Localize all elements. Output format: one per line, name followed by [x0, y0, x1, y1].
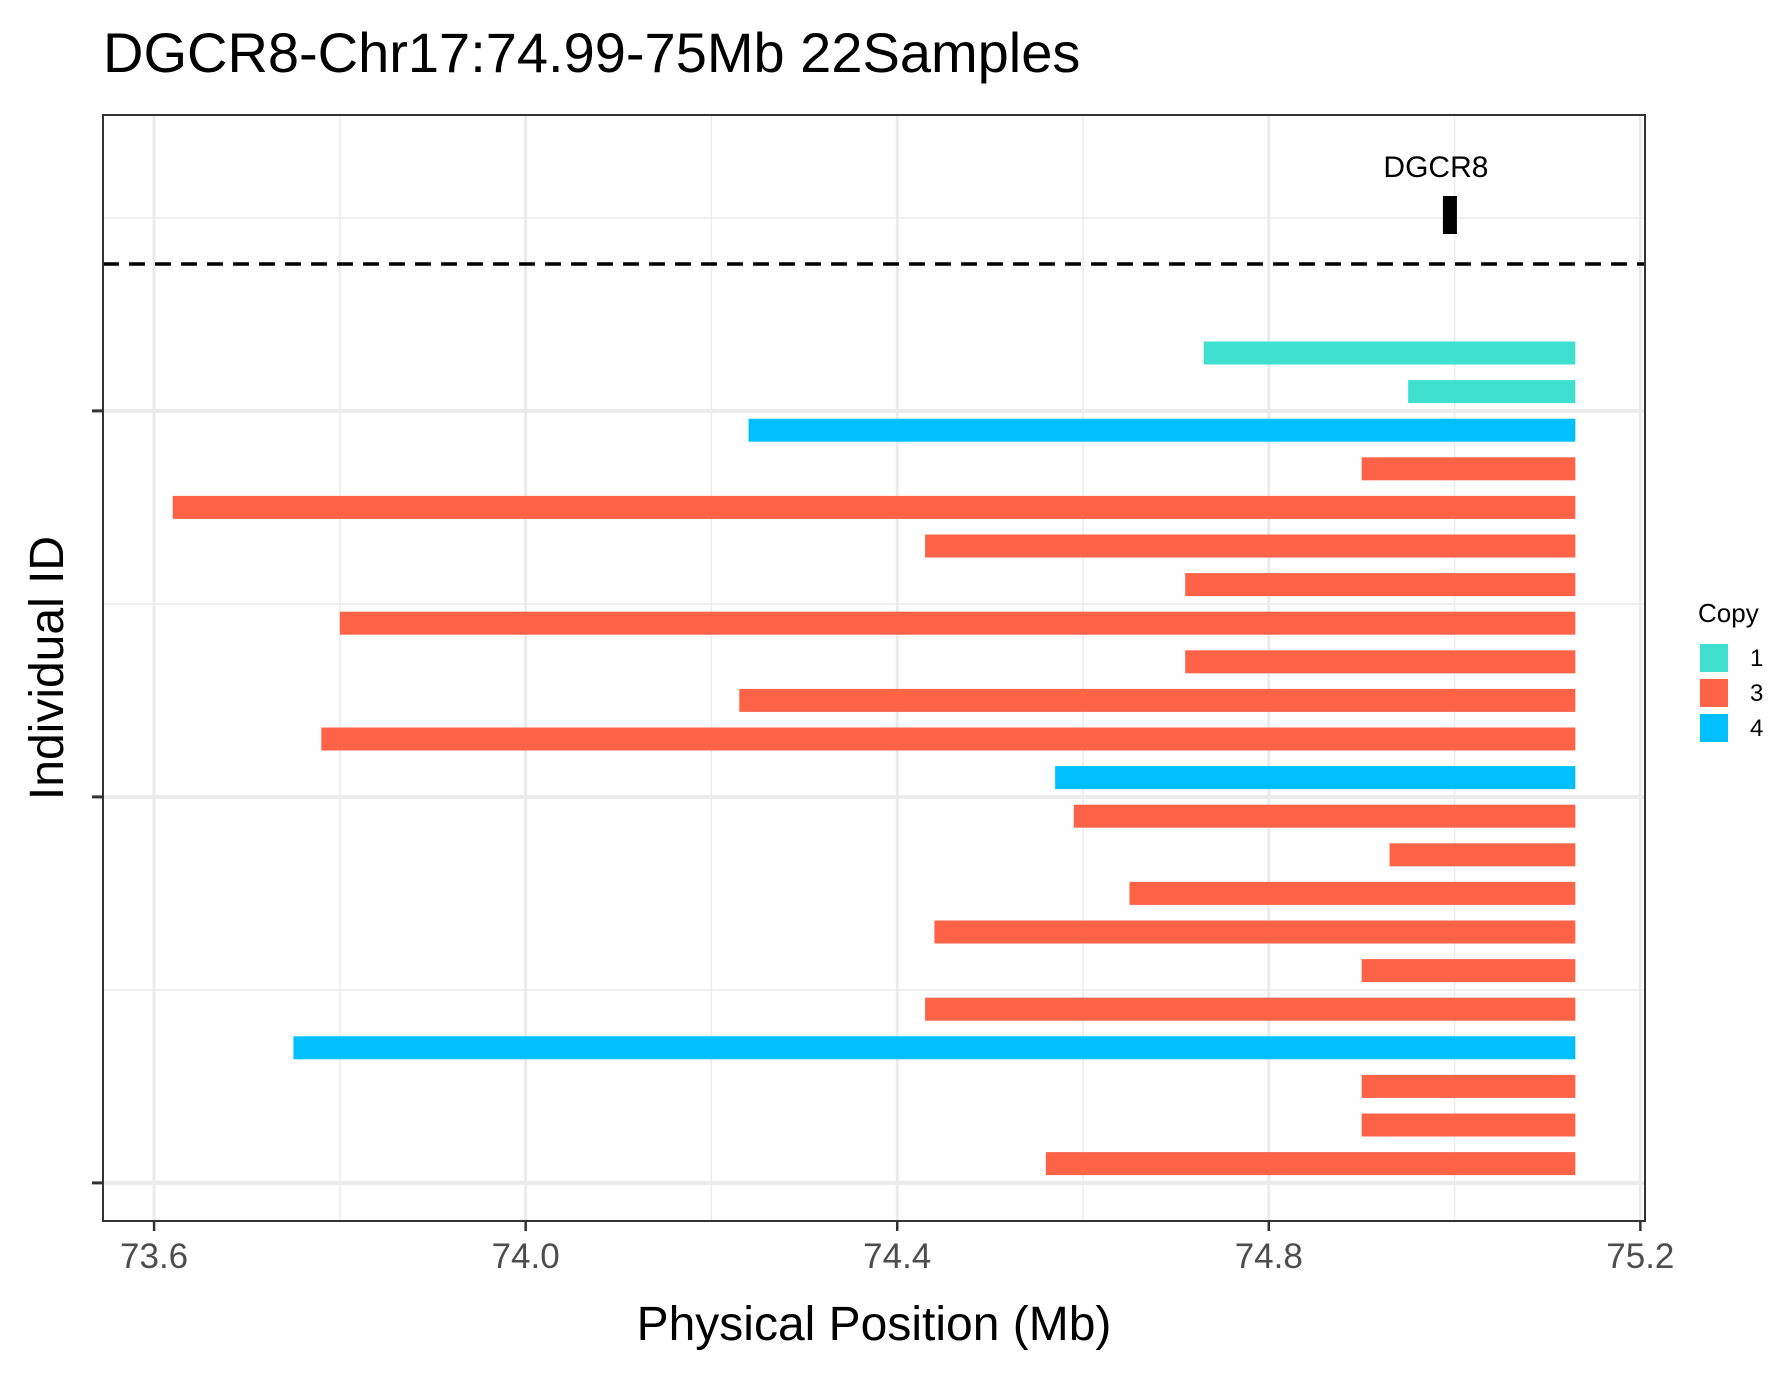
grid-lines — [103, 115, 1645, 1221]
segment-bar — [1185, 573, 1576, 597]
segment-bar — [925, 534, 1576, 558]
segment-bar — [321, 727, 1576, 751]
segment-bar — [748, 418, 1576, 442]
legend-label: 3 — [1750, 680, 1763, 707]
chart-title: DGCR8-Chr17:74.99-75Mb 22Samples — [103, 21, 1080, 84]
x-tick-label: 74.0 — [492, 1237, 560, 1276]
segment-bar — [1055, 766, 1576, 790]
legend-label: 4 — [1750, 715, 1763, 742]
segment-bars — [172, 341, 1576, 1176]
segment-bar — [339, 611, 1576, 635]
x-tick-label: 73.6 — [120, 1237, 188, 1276]
segment-bar — [1361, 959, 1576, 983]
segment-bar — [739, 688, 1576, 712]
segment-bar — [1129, 881, 1576, 905]
segment-bar — [1361, 457, 1576, 481]
segment-bar — [1203, 341, 1576, 365]
segment-bar — [172, 495, 1576, 519]
segment-bar — [1045, 1152, 1576, 1176]
segment-bar — [1073, 804, 1576, 828]
segment-bar — [293, 1036, 1576, 1060]
x-axis-title: Physical Position (Mb) — [637, 1298, 1112, 1351]
gene-marker — [1442, 196, 1457, 234]
y-axis — [92, 409, 103, 1185]
legend-swatch — [1700, 644, 1728, 672]
segment-bar — [1361, 1074, 1576, 1098]
plot-border — [102, 114, 1646, 1222]
segment-bar — [925, 997, 1576, 1021]
x-axis: 73.6 74.0 74.4 74.8 75.2 — [120, 1221, 1674, 1276]
segment-bar — [1185, 650, 1576, 674]
gene-track: DGCR8 — [1383, 151, 1488, 234]
segment-bar — [1361, 1113, 1576, 1137]
y-axis-title: Individual ID — [21, 536, 74, 800]
segment-bar — [1389, 843, 1576, 867]
legend-swatch — [1700, 714, 1728, 742]
segment-bar — [1408, 380, 1576, 404]
x-tick-label: 75.2 — [1606, 1237, 1674, 1276]
gene-label: DGCR8 — [1383, 151, 1488, 184]
legend-swatch — [1700, 679, 1728, 707]
segment-bar — [934, 920, 1576, 944]
x-tick-label: 74.8 — [1235, 1237, 1303, 1276]
legend-title: Copy — [1698, 598, 1759, 628]
x-tick-label: 74.4 — [863, 1237, 931, 1276]
legend: Copy 1 3 4 — [1698, 598, 1763, 742]
legend-label: 1 — [1750, 645, 1763, 672]
